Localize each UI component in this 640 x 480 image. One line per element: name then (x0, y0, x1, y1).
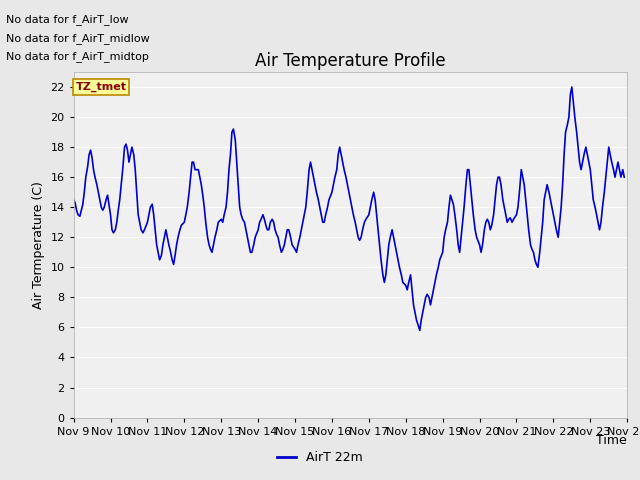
Text: Time: Time (596, 434, 627, 447)
Y-axis label: Air Termperature (C): Air Termperature (C) (32, 181, 45, 309)
Title: Air Temperature Profile: Air Temperature Profile (255, 52, 445, 71)
Text: No data for f_AirT_midlow: No data for f_AirT_midlow (6, 33, 150, 44)
Legend: AirT 22m: AirT 22m (272, 446, 368, 469)
Text: No data for f_AirT_low: No data for f_AirT_low (6, 14, 129, 25)
Text: No data for f_AirT_midtop: No data for f_AirT_midtop (6, 51, 149, 62)
Text: TZ_tmet: TZ_tmet (76, 82, 127, 92)
